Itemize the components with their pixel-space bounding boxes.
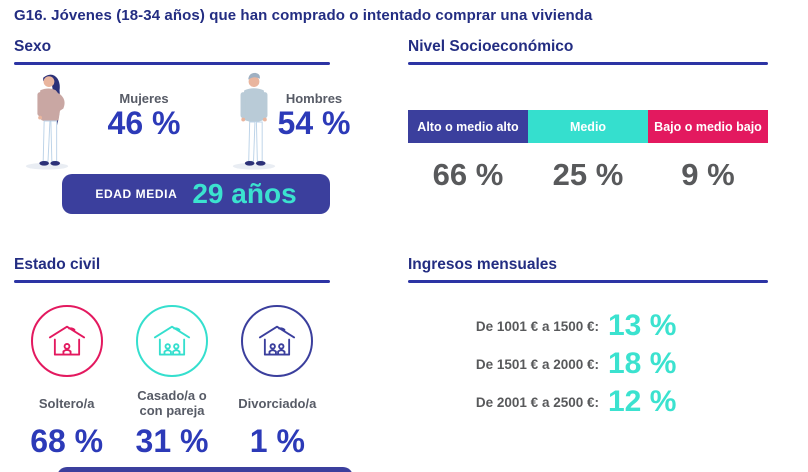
man-illustration-icon	[232, 72, 276, 170]
section-ingresos-mensuales: Ingresos mensuales De 1001 € a 1500 €: 1…	[408, 256, 768, 472]
cutoff-banner	[57, 467, 353, 472]
socioeconomic-bar: Alto o medio alto Medio Bajo o medio baj…	[408, 110, 768, 143]
stat-mujeres: Mujeres 46 %	[88, 91, 200, 141]
stat-label-hombres: Hombres	[285, 91, 343, 106]
section-estado-civil: Estado civil Soltero/a 68 %	[14, 256, 330, 472]
section-heading-estado-civil: Estado civil	[14, 256, 101, 273]
income-label-2: De 1501 € a 2000 €:	[475, 356, 599, 372]
ingresos-content: De 1001 € a 1500 €: 13 % De 1501 € a 200…	[408, 283, 768, 472]
section-heading-nivel: Nivel Socioeconómico	[408, 38, 574, 55]
house-2-people-icon	[153, 325, 191, 356]
value-medio: 25 %	[552, 157, 624, 192]
income-value-3: 12 %	[608, 385, 677, 418]
civil-value-divorciado: 1 %	[249, 423, 305, 459]
income-row-1: De 1001 € a 1500 €: 13 %	[408, 309, 682, 343]
civil-label-divorciado: Divorciado/a	[238, 395, 317, 411]
section-divider	[408, 280, 768, 283]
socioeconomic-values: 66 % 25 % 9 %	[408, 157, 768, 193]
civil-label-casado: Casado/a o con pareja	[137, 388, 207, 418]
income-row-3: De 2001 € a 2500 €: 12 %	[408, 385, 682, 419]
house-1-person-icon	[48, 325, 85, 356]
civil-item-casado: Casado/a o con pareja 31 %	[119, 305, 224, 460]
civil-value-soltero: 68 %	[30, 423, 104, 459]
income-label-3: De 2001 € a 2500 €:	[475, 394, 599, 410]
value-alto: 66 %	[432, 157, 504, 192]
income-label-1: De 1001 € a 1500 €:	[475, 318, 599, 334]
section-sexo: Sexo Mujeres 46 %	[14, 38, 350, 237]
estado-civil-content: Soltero/a 68 %	[14, 283, 330, 472]
section-nivel-socioeconomico: Nivel Socioeconómico Alto o medio alto M…	[408, 38, 768, 237]
bar-segment-bajo: Bajo o medio bajo	[648, 110, 768, 143]
stat-value-mujeres: 46 %	[107, 105, 181, 141]
section-divider	[14, 280, 330, 283]
edad-media-label: EDAD MEDIA	[95, 187, 178, 201]
bar-segment-alto: Alto o medio alto	[408, 110, 528, 143]
bar-segment-medio: Medio	[528, 110, 648, 143]
house-2-people-icon	[259, 325, 296, 356]
nivel-content: Alto o medio alto Medio Bajo o medio baj…	[408, 65, 768, 237]
circle-divorciado	[241, 305, 314, 377]
civil-value-casado: 31 %	[135, 423, 209, 459]
section-heading-sexo: Sexo	[14, 38, 52, 55]
section-divider	[14, 62, 330, 65]
civil-label-soltero: Soltero/a	[38, 395, 95, 411]
income-value-1: 13 %	[608, 309, 677, 342]
income-row-2: De 1501 € a 2000 €: 18 %	[408, 347, 682, 381]
edad-media-banner: EDAD MEDIA 29 años	[62, 174, 330, 214]
sexo-content: Mujeres 46 % Hombres 54 %	[14, 65, 350, 237]
civil-item-divorciado: Divorciado/a 1 %	[225, 305, 330, 460]
income-value-2: 18 %	[608, 347, 677, 380]
stat-label-mujeres: Mujeres	[119, 91, 169, 106]
edad-media-value: 29 años	[192, 178, 297, 209]
stat-value-hombres: 54 %	[277, 105, 351, 141]
stat-hombres: Hombres 54 %	[258, 91, 370, 141]
section-heading-ingresos: Ingresos mensuales	[408, 256, 558, 273]
value-bajo: 9 %	[681, 157, 735, 192]
circle-soltero	[30, 305, 103, 377]
woman-illustration-icon	[25, 74, 69, 170]
page-title: G16. Jóvenes (18-34 años) que han compra…	[14, 7, 593, 24]
civil-item-soltero: Soltero/a 68 %	[14, 305, 119, 460]
section-divider	[408, 62, 768, 65]
circle-casado	[135, 305, 208, 377]
estado-civil-row: Soltero/a 68 %	[14, 305, 330, 460]
